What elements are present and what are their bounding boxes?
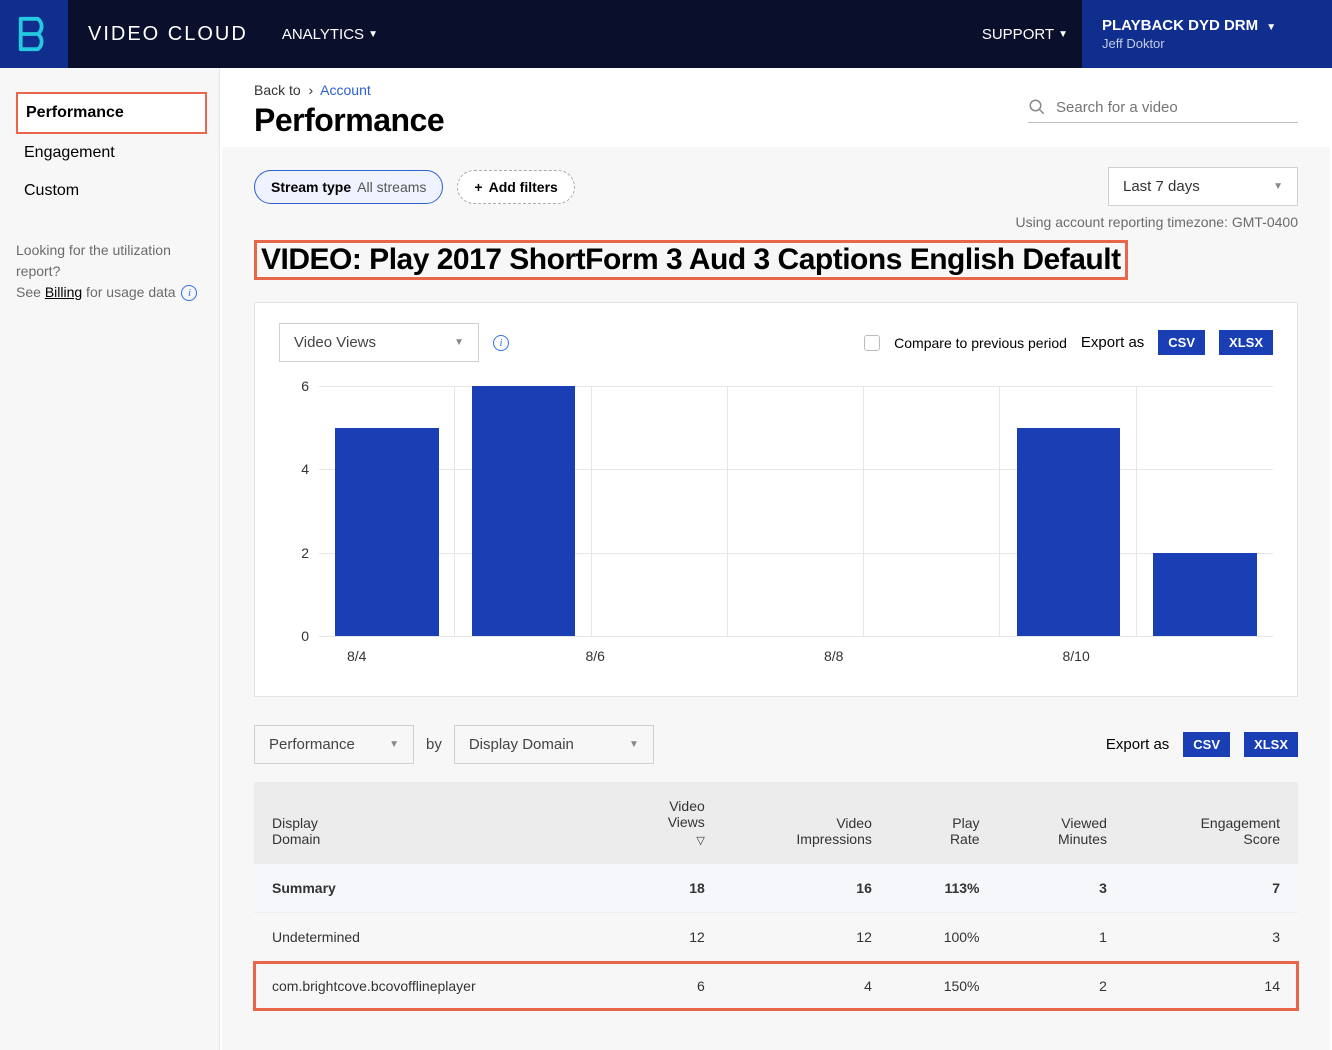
nav-support[interactable]: SUPPORT ▼ [968, 0, 1082, 68]
table-cell: 3 [998, 864, 1125, 913]
stream-type-filter[interactable]: Stream type All streams [254, 170, 443, 204]
page-title: Performance [254, 102, 444, 139]
search-field[interactable] [1028, 92, 1298, 123]
sidebar-item-performance[interactable]: Performance [16, 92, 207, 134]
nav-analytics[interactable]: ANALYTICS ▼ [268, 0, 392, 68]
chart-bar[interactable] [472, 386, 576, 636]
table-cell: 16 [723, 864, 890, 913]
column-header[interactable]: PlayRate [890, 782, 998, 864]
bar-slot [1137, 386, 1273, 636]
table-cell: 3 [1125, 913, 1298, 962]
table-cell: 18 [613, 864, 723, 913]
bar-slot [592, 386, 728, 636]
chart-bar[interactable] [335, 428, 439, 636]
table-cell: Summary [254, 864, 613, 913]
y-tick: 0 [301, 628, 309, 644]
x-tick: 8/8 [796, 640, 1035, 666]
table-cell: 100% [890, 913, 998, 962]
table-primary-select[interactable]: Performance ▼ [254, 725, 414, 764]
date-range-select[interactable]: Last 7 days ▼ [1108, 167, 1298, 206]
add-filters-button[interactable]: + Add filters [457, 170, 574, 204]
column-header[interactable]: VideoImpressions [723, 782, 890, 864]
column-header[interactable]: DisplayDomain [254, 782, 613, 864]
x-tick: 8/10 [1035, 640, 1274, 666]
chevron-down-icon: ▼ [1273, 181, 1283, 192]
breadcrumb-account-link[interactable]: Account [320, 82, 371, 98]
chevron-down-icon: ▼ [389, 739, 399, 750]
chevron-down-icon: ▼ [1266, 22, 1276, 33]
sidebar-note: Looking for the utilization report? See … [16, 240, 207, 303]
chevron-down-icon: ▼ [368, 29, 378, 40]
account-switcher[interactable]: PLAYBACK DYD DRM ▼ Jeff Doktor [1082, 0, 1332, 68]
bar-slot [319, 386, 455, 636]
table-row[interactable]: Undetermined1212100%13 [254, 913, 1298, 962]
bar-slot [455, 386, 591, 636]
billing-link[interactable]: Billing [45, 284, 82, 300]
y-tick: 2 [301, 545, 309, 561]
export-label: Export as [1081, 334, 1144, 351]
sort-desc-icon: ▽ [631, 834, 705, 847]
search-input[interactable] [1056, 99, 1298, 116]
bar-slot [1000, 386, 1136, 636]
brand-logo[interactable] [0, 0, 68, 68]
video-views-chart: 0246 8/48/68/88/10 [289, 386, 1273, 666]
table-secondary-select[interactable]: Display Domain ▼ [454, 725, 654, 764]
video-title: VIDEO: Play 2017 ShortForm 3 Aud 3 Capti… [261, 243, 1121, 277]
metric-select[interactable]: Video Views ▼ [279, 323, 479, 362]
bar-slot [864, 386, 1000, 636]
column-header[interactable]: EngagementScore [1125, 782, 1298, 864]
table-cell: 14 [1125, 962, 1298, 1011]
chevron-down-icon: ▼ [454, 337, 464, 348]
sidebar-item-engagement[interactable]: Engagement [16, 134, 207, 172]
performance-table: DisplayDomainVideoViews▽VideoImpressions… [254, 782, 1298, 1010]
info-icon[interactable]: i [493, 335, 509, 351]
export-xlsx-button[interactable]: XLSX [1219, 330, 1273, 355]
table-cell: 7 [1125, 864, 1298, 913]
table-cell: com.brightcove.bcovofflineplayer [254, 962, 613, 1011]
nav-support-label: SUPPORT [982, 26, 1054, 43]
plus-icon: + [474, 179, 482, 195]
search-icon [1028, 98, 1046, 116]
sidebar: PerformanceEngagementCustom Looking for … [0, 68, 220, 1050]
account-user: Jeff Doktor [1102, 36, 1312, 51]
table-cell: 113% [890, 864, 998, 913]
table-row[interactable]: com.brightcove.bcovofflineplayer64150%21… [254, 962, 1298, 1011]
timezone-note: Using account reporting timezone: GMT-04… [254, 214, 1298, 230]
column-header[interactable]: VideoViews▽ [613, 782, 723, 864]
sidebar-item-custom[interactable]: Custom [16, 172, 207, 210]
compare-checkbox[interactable] [864, 335, 880, 351]
table-cell: 12 [613, 913, 723, 962]
brand-name: VIDEO CLOUD [68, 0, 268, 68]
y-tick: 4 [301, 461, 309, 477]
export-csv-button[interactable]: CSV [1158, 330, 1205, 355]
nav-analytics-label: ANALYTICS [282, 26, 364, 43]
x-tick: 8/6 [558, 640, 797, 666]
x-tick: 8/4 [319, 640, 558, 666]
compare-label: Compare to previous period [894, 335, 1067, 351]
table-cell: Undetermined [254, 913, 613, 962]
chevron-down-icon: ▼ [1058, 29, 1068, 40]
info-icon[interactable]: i [181, 285, 197, 301]
account-name: PLAYBACK DYD DRM [1102, 17, 1258, 34]
table-cell: 6 [613, 962, 723, 1011]
breadcrumb: Back to › Account [254, 82, 444, 98]
y-tick: 6 [301, 378, 309, 394]
column-header[interactable]: ViewedMinutes [998, 782, 1125, 864]
top-header: VIDEO CLOUD ANALYTICS ▼ SUPPORT ▼ PLAYBA… [0, 0, 1332, 68]
table-export-csv-button[interactable]: CSV [1183, 732, 1230, 757]
main-content: Back to › Account Performance Stream typ… [220, 68, 1332, 1050]
table-cell: 1 [998, 913, 1125, 962]
chart-card: Video Views ▼ i Compare to previous peri… [254, 302, 1298, 697]
table-cell: 150% [890, 962, 998, 1011]
bar-slot [728, 386, 864, 636]
table-cell: 2 [998, 962, 1125, 1011]
table-export-xlsx-button[interactable]: XLSX [1244, 732, 1298, 757]
chevron-down-icon: ▼ [629, 739, 639, 750]
table-cell: 12 [723, 913, 890, 962]
table-cell: 4 [723, 962, 890, 1011]
chart-bar[interactable] [1153, 553, 1257, 636]
chart-bar[interactable] [1017, 428, 1121, 636]
table-row[interactable]: Summary1816113%37 [254, 864, 1298, 913]
